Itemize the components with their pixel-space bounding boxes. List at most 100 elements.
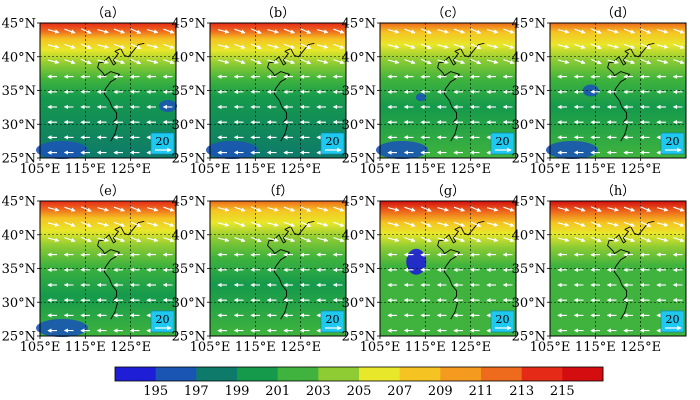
panel-c: 20 （c） 105°E 115°E 125°E 45°N 40°N 35°N 30°N 25°N <box>342 6 517 177</box>
y-tick-label: 25°N <box>172 152 206 167</box>
y-tick-label: 35°N <box>342 262 376 277</box>
wind-vectors <box>217 28 345 155</box>
wind-arrow <box>453 28 466 34</box>
wind-arrow <box>590 28 602 34</box>
colorbar-tick-label: 203 <box>306 384 331 399</box>
wind-arrow <box>470 43 482 49</box>
y-tick-label: 40°N <box>2 228 36 243</box>
wind-arrow <box>217 44 230 49</box>
y-tick-label: 35°N <box>2 262 36 277</box>
x-tick-label: 115°E <box>235 162 276 177</box>
wind-arrow <box>470 236 482 243</box>
wind-arrow <box>420 58 432 65</box>
wind-arrow <box>250 206 262 212</box>
wind-arrow <box>453 206 466 212</box>
colorbar-swatch <box>399 367 441 381</box>
low-value-patch <box>36 319 88 337</box>
wind-arrow <box>333 43 345 49</box>
wind-arrow <box>163 28 175 34</box>
wind-arrow <box>333 59 345 65</box>
wind-arrow <box>557 44 570 49</box>
wind-arrow <box>623 237 636 243</box>
wind-arrow <box>333 221 345 227</box>
reference-vector: 20 <box>490 132 515 155</box>
wind-arrow <box>387 207 400 212</box>
coastline <box>607 229 630 320</box>
panel-label: （c） <box>431 6 464 21</box>
wind-arrow <box>97 59 109 65</box>
wind-arrow <box>437 237 449 243</box>
y-tick-label: 45°N <box>342 195 376 210</box>
wind-arrow <box>590 221 602 227</box>
wind-arrow <box>656 207 669 212</box>
y-tick-label: 25°N <box>172 330 206 345</box>
wind-arrow <box>234 28 246 34</box>
wind-arrow <box>97 207 109 212</box>
wind-arrow <box>607 237 619 243</box>
coastline <box>437 229 460 320</box>
reference-vector-label: 20 <box>156 313 170 326</box>
reference-vector-label: 20 <box>326 313 340 326</box>
reference-vector-label: 20 <box>666 313 680 326</box>
wind-arrow <box>673 59 685 65</box>
colorbar-swatch <box>196 367 238 381</box>
low-value-patch <box>206 141 258 159</box>
panel-label: （h） <box>601 184 635 199</box>
y-tick-label: 35°N <box>342 84 376 99</box>
wind-arrow <box>656 237 669 243</box>
wind-arrow <box>113 28 126 34</box>
reference-vector-label: 20 <box>496 313 510 326</box>
wind-arrow <box>267 59 279 65</box>
low-value-patch <box>406 248 427 275</box>
y-tick-label: 25°N <box>512 152 546 167</box>
wind-arrow <box>47 222 60 227</box>
x-tick-label: 115°E <box>405 162 446 177</box>
wind-vectors <box>47 28 175 155</box>
wind-vectors <box>47 206 175 333</box>
low-value-patch <box>159 100 177 112</box>
panel-e: 20 （e） 105°E 115°E 125°E 45°N 40°N 35°N 30°N 25°N <box>2 184 177 355</box>
wind-arrow <box>47 44 60 49</box>
wind-arrow <box>486 237 499 243</box>
low-value-patch <box>415 93 426 102</box>
wind-arrow <box>97 44 109 49</box>
colorbar-tick-label: 207 <box>387 384 412 399</box>
wind-arrow <box>130 58 142 65</box>
colorbar-swatch <box>481 367 522 381</box>
y-tick-label: 35°N <box>172 84 206 99</box>
y-tick-label: 30°N <box>2 296 36 311</box>
wind-arrow <box>316 44 329 49</box>
wind-arrow <box>607 44 619 49</box>
colorbar-tick-label: 205 <box>347 384 372 399</box>
x-tick-label: 105°E <box>20 340 61 355</box>
y-tick-label: 30°N <box>342 118 376 133</box>
wind-arrow <box>607 222 619 227</box>
wind-arrow <box>453 237 466 243</box>
wind-arrow <box>420 43 432 49</box>
x-tick-label: 105°E <box>190 340 231 355</box>
wind-arrow <box>673 43 685 49</box>
coastline <box>607 51 630 142</box>
wind-arrow <box>300 206 312 212</box>
wind-arrow <box>250 43 262 49</box>
wind-arrow <box>590 58 602 65</box>
wind-arrow <box>97 237 109 243</box>
panel-label: （a） <box>91 6 125 21</box>
wind-arrow <box>80 43 92 49</box>
wind-arrow <box>146 222 159 227</box>
low-value-patch <box>376 141 428 159</box>
wind-arrow <box>453 221 466 227</box>
wind-arrow <box>640 236 652 243</box>
x-tick-label: 105°E <box>530 162 571 177</box>
wind-arrow <box>283 237 296 243</box>
wind-arrow <box>404 206 416 212</box>
panel-g: 20 （g） 105°E 115°E 125°E 45°N 40°N 35°N 30°N 25°N <box>342 184 517 355</box>
wind-arrow <box>250 58 262 65</box>
wind-arrow <box>283 28 296 34</box>
wind-arrow <box>557 222 570 227</box>
wind-arrow <box>453 43 466 49</box>
wind-arrow <box>437 29 449 34</box>
wind-arrow <box>437 222 449 227</box>
wind-arrow <box>113 237 126 243</box>
wind-arrow <box>387 59 400 65</box>
